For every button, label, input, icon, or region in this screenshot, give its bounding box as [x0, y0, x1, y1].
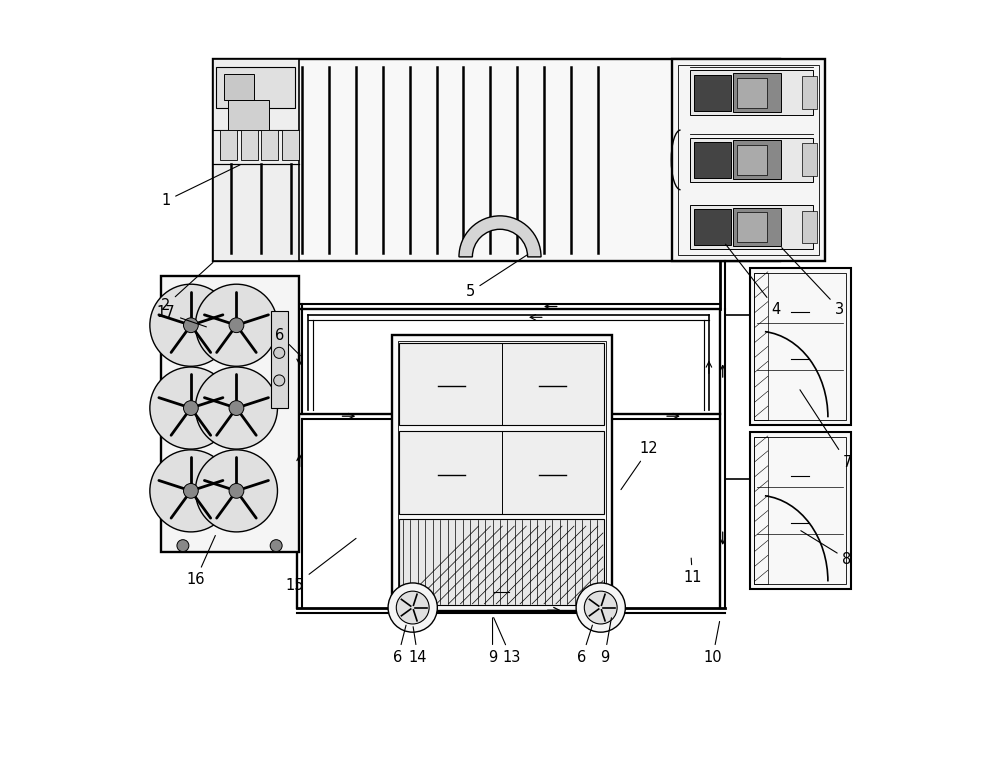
Text: 12: 12: [621, 441, 659, 489]
Bar: [213, 59, 299, 261]
Text: 10: 10: [703, 622, 722, 665]
Text: 15: 15: [286, 538, 356, 593]
Bar: [241, 130, 258, 160]
Circle shape: [150, 284, 232, 366]
Circle shape: [576, 583, 625, 632]
Text: 4: 4: [726, 244, 781, 317]
Circle shape: [229, 401, 244, 416]
Circle shape: [229, 318, 244, 333]
Text: 14: 14: [409, 627, 427, 665]
Bar: [802, 211, 817, 243]
Bar: [802, 144, 817, 176]
Bar: [750, 268, 851, 425]
Bar: [694, 74, 731, 111]
Circle shape: [183, 483, 198, 499]
Circle shape: [150, 450, 232, 532]
Bar: [271, 312, 288, 408]
Bar: [690, 138, 813, 182]
Circle shape: [195, 450, 277, 532]
Bar: [678, 65, 819, 255]
Text: 5: 5: [466, 255, 528, 299]
Bar: [733, 141, 781, 179]
Bar: [690, 71, 813, 115]
Bar: [228, 100, 269, 130]
Text: 3: 3: [782, 248, 844, 317]
Bar: [261, 130, 278, 160]
Text: 8: 8: [801, 530, 852, 566]
Circle shape: [229, 483, 244, 499]
Bar: [398, 341, 606, 605]
Bar: [392, 335, 612, 611]
Circle shape: [270, 540, 282, 552]
Bar: [161, 276, 299, 552]
Circle shape: [274, 347, 285, 359]
Bar: [737, 78, 767, 108]
Bar: [754, 273, 846, 420]
Text: 2: 2: [161, 262, 213, 313]
Circle shape: [584, 591, 617, 624]
Text: 13: 13: [494, 618, 520, 665]
Bar: [694, 209, 731, 245]
Circle shape: [388, 583, 437, 632]
Text: 7: 7: [800, 390, 852, 470]
Bar: [399, 431, 604, 514]
Bar: [282, 130, 299, 160]
Circle shape: [274, 375, 285, 386]
Bar: [220, 130, 237, 160]
Bar: [694, 142, 731, 178]
Bar: [737, 145, 767, 175]
Text: 9: 9: [488, 618, 497, 665]
Bar: [737, 212, 767, 242]
Bar: [754, 437, 846, 584]
Circle shape: [195, 367, 277, 449]
Bar: [399, 519, 604, 605]
Wedge shape: [459, 216, 541, 257]
Text: 11: 11: [683, 558, 702, 585]
Text: 6: 6: [275, 328, 300, 356]
Bar: [213, 59, 780, 261]
Text: 6: 6: [577, 625, 592, 665]
Bar: [754, 437, 768, 584]
Bar: [754, 273, 768, 420]
Circle shape: [195, 284, 277, 366]
Bar: [733, 207, 781, 246]
Circle shape: [396, 591, 429, 624]
Circle shape: [183, 318, 198, 333]
Bar: [750, 432, 851, 589]
Circle shape: [183, 401, 198, 416]
Text: 17: 17: [156, 306, 206, 327]
Text: 1: 1: [161, 165, 240, 208]
Text: 9: 9: [600, 618, 611, 665]
Text: 6: 6: [393, 625, 406, 665]
Bar: [690, 204, 813, 249]
Circle shape: [150, 367, 232, 449]
Bar: [224, 74, 254, 100]
Text: 16: 16: [186, 536, 215, 587]
Circle shape: [177, 540, 189, 552]
Bar: [802, 76, 817, 109]
Bar: [399, 343, 604, 426]
Bar: [216, 67, 295, 108]
Bar: [672, 59, 825, 261]
Bar: [733, 74, 781, 112]
